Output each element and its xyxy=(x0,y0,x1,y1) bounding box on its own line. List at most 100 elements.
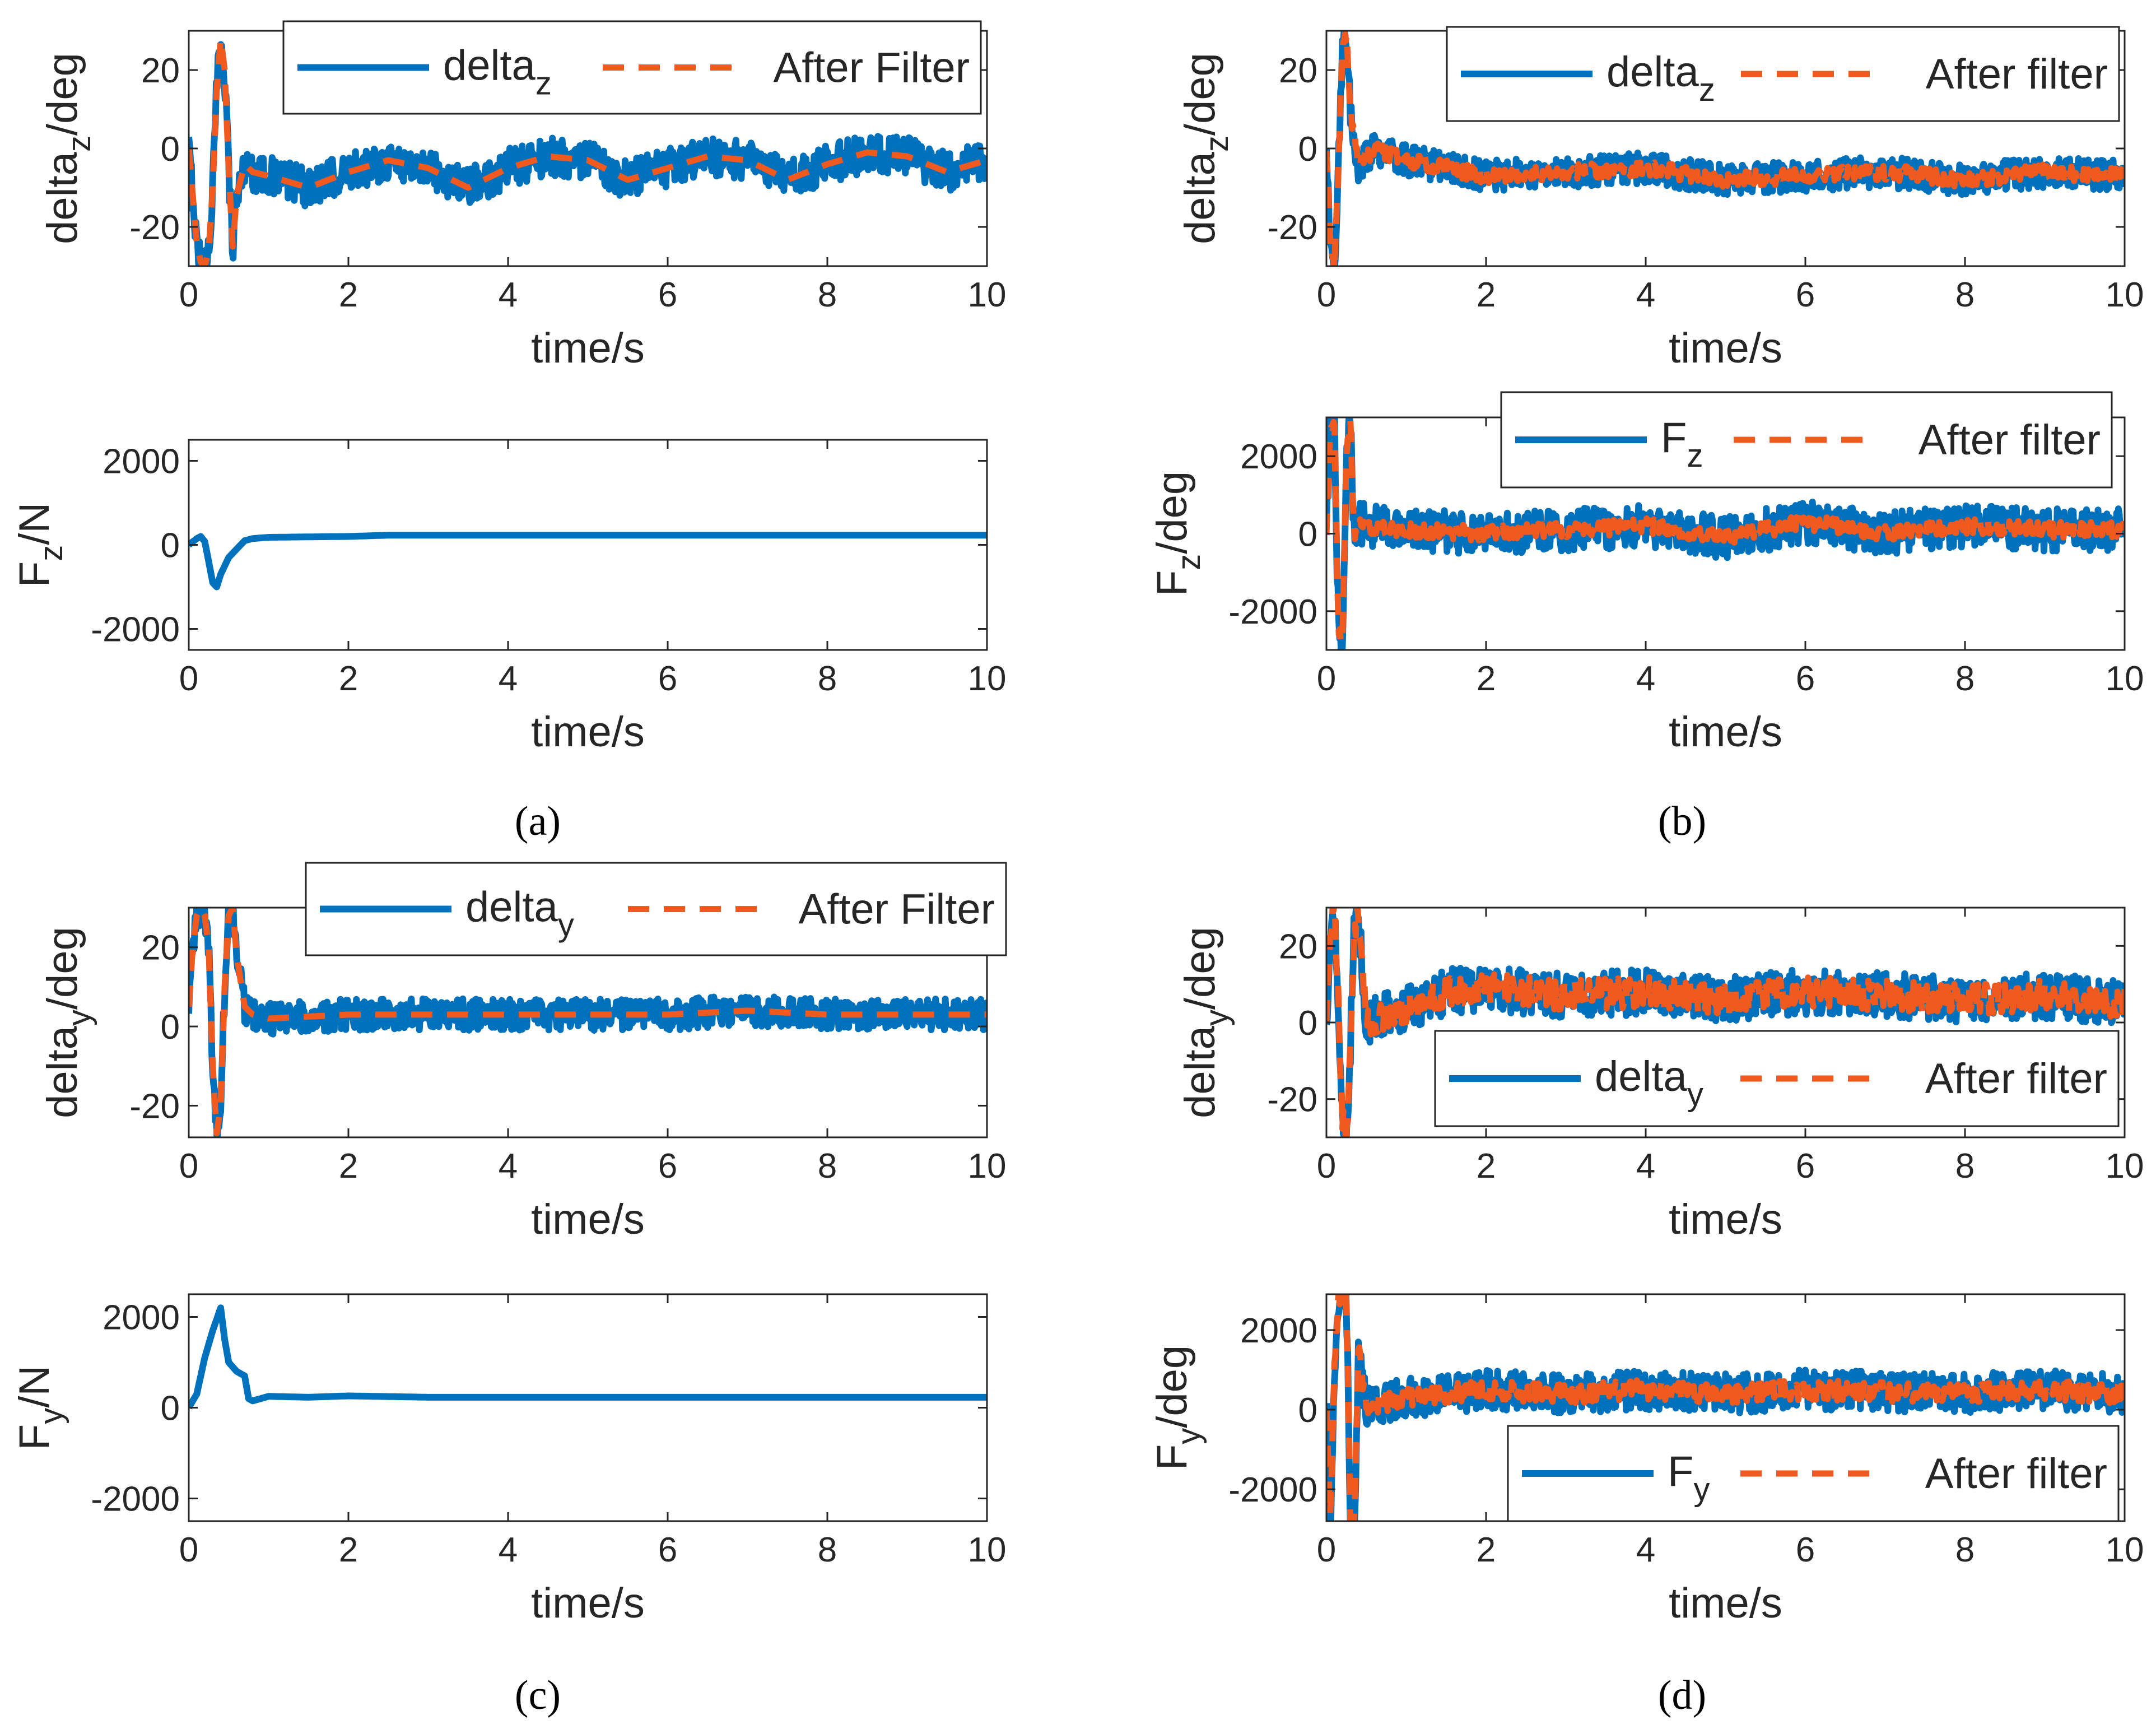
x-tick-label: 4 xyxy=(499,1147,518,1186)
legend-label-raw: deltaz xyxy=(443,42,552,102)
y-tick-label: 2000 xyxy=(1240,438,1317,476)
y-tick-label: -2000 xyxy=(91,611,180,649)
legend-label-raw-sub: y xyxy=(558,907,574,943)
x-tick-label: 4 xyxy=(1636,1531,1655,1569)
x-tick-label: 6 xyxy=(658,659,677,698)
caption-b: (b) xyxy=(1658,798,1706,844)
x-tick-label: 0 xyxy=(179,1147,198,1186)
series-line-filtered xyxy=(1326,31,2125,266)
y-axis-title-unit: /deg xyxy=(1148,1345,1196,1428)
y-tick-label: -2000 xyxy=(1228,593,1317,631)
x-axis-title: time/s xyxy=(1669,324,1782,372)
x-tick-label: 10 xyxy=(2106,1147,2144,1186)
legend-label-raw: deltaz xyxy=(1606,48,1715,108)
x-tick-label: 8 xyxy=(1955,1531,1975,1569)
y-axis-title: Fz/deg xyxy=(1148,471,1207,596)
legend-label-filtered: After filter xyxy=(1918,416,2101,464)
y-axis-title-base: F xyxy=(11,561,58,587)
legend-label-raw-base: delta xyxy=(1606,48,1699,96)
y-axis-title-sub: y xyxy=(1171,1428,1207,1444)
y-axis-title-base: F xyxy=(1148,1444,1196,1470)
captions-layer: (a) (b) (c) (d) xyxy=(515,798,1706,1718)
y-tick-label: 0 xyxy=(161,1389,180,1428)
legend-label-raw-sub: z xyxy=(1687,438,1703,474)
x-tick-label: 10 xyxy=(2106,659,2144,698)
series-group xyxy=(1326,1294,2125,1521)
x-tick-label: 2 xyxy=(1477,1531,1496,1569)
y-axis-title-unit: /deg xyxy=(39,53,86,136)
legend: Fy After filter xyxy=(1507,1425,2120,1522)
x-tick-label: 2 xyxy=(1477,276,1496,314)
legend-label-raw-base: F xyxy=(1661,414,1687,462)
legend: Fz After filter xyxy=(1500,391,2113,489)
x-axis-title: time/s xyxy=(531,1579,645,1627)
x-axis-title: time/s xyxy=(531,324,645,372)
legend-label-filtered: After filter xyxy=(1926,50,2108,98)
y-axis-title: deltay/deg xyxy=(1176,927,1235,1118)
chart-a-bottom: 0 2 4 6 8 10 -2000 0 2000 time/s Fz/N xyxy=(11,439,1007,756)
y-tick-label: -2000 xyxy=(1228,1471,1317,1509)
legend-label-raw: Fz xyxy=(1661,414,1703,474)
y-axis-title-sub: z xyxy=(61,136,97,152)
y-axis-title-unit: /N xyxy=(11,503,58,545)
y-tick-label: -2000 xyxy=(91,1480,180,1519)
series-line-filtered xyxy=(1326,1294,2125,1521)
x-tick-label: 8 xyxy=(818,1147,837,1186)
caption-a: (a) xyxy=(515,798,561,844)
series-line-raw xyxy=(189,41,987,266)
x-axis-title: time/s xyxy=(1669,1579,1782,1627)
y-axis-title-base: F xyxy=(11,1424,58,1450)
y-tick-label: 0 xyxy=(1298,515,1317,554)
y-axis-title-sub: z xyxy=(1171,554,1207,570)
legend-label-filtered: After Filter xyxy=(799,886,995,933)
legend-label-raw: Fy xyxy=(1668,1448,1710,1508)
y-axis-title-base: delta xyxy=(39,151,86,244)
x-tick-label: 6 xyxy=(658,276,677,314)
y-tick-label: 2000 xyxy=(103,1299,180,1337)
x-tick-label: 2 xyxy=(339,659,358,698)
y-axis-title: Fy/deg xyxy=(1148,1345,1207,1470)
series-line-filtered xyxy=(189,35,987,266)
y-axis-title: Fy/N xyxy=(11,1365,69,1450)
series-line-filtered xyxy=(1326,417,2125,647)
y-axis-title-base: delta xyxy=(1176,151,1224,244)
x-tick-label: 0 xyxy=(1317,1147,1336,1186)
x-tick-label: 8 xyxy=(818,276,837,314)
x-tick-label: 2 xyxy=(339,1531,358,1569)
y-axis-title-sub: z xyxy=(1199,136,1235,152)
x-tick-label: 4 xyxy=(1636,659,1655,698)
y-tick-label: 2000 xyxy=(1240,1312,1317,1350)
y-axis-title-sub: y xyxy=(61,1010,97,1026)
y-tick-label: 0 xyxy=(1298,130,1317,169)
y-axis-title-sub: y xyxy=(1199,1010,1235,1026)
x-tick-label: 10 xyxy=(968,1147,1007,1186)
legend-label-raw: deltay xyxy=(465,884,574,943)
legend-label-raw-sub: y xyxy=(1687,1076,1703,1113)
x-tick-label: 0 xyxy=(1317,276,1336,314)
x-tick-label: 0 xyxy=(1317,659,1336,698)
x-tick-label: 4 xyxy=(1636,1147,1655,1186)
y-axis-title-unit: /deg xyxy=(1176,53,1224,136)
y-tick-label: 0 xyxy=(161,130,180,169)
x-tick-label: 10 xyxy=(968,659,1007,698)
y-tick-label: 20 xyxy=(141,929,180,968)
series-line-raw xyxy=(189,532,987,591)
legend-label-raw-sub: z xyxy=(535,66,552,102)
y-tick-label: -20 xyxy=(129,1087,180,1126)
x-tick-label: 4 xyxy=(499,1531,518,1569)
x-tick-label: 6 xyxy=(1796,1531,1815,1569)
y-tick-label: 0 xyxy=(1298,1391,1317,1430)
x-tick-label: 4 xyxy=(499,659,518,698)
x-tick-label: 2 xyxy=(1477,1147,1496,1186)
caption-c: (c) xyxy=(515,1672,561,1718)
series-group xyxy=(189,35,987,266)
x-tick-label: 8 xyxy=(1955,659,1975,698)
x-tick-label: 0 xyxy=(179,659,198,698)
x-tick-label: 10 xyxy=(2106,1531,2144,1569)
